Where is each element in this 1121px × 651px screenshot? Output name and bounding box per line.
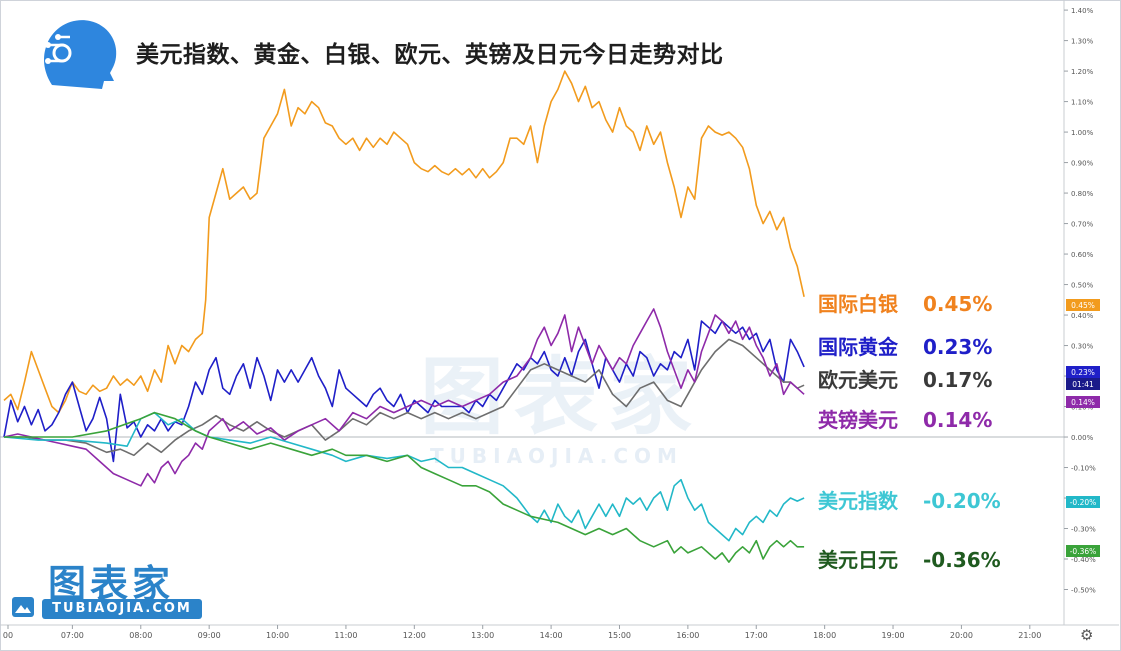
x-tick-label: 07:00	[61, 631, 84, 640]
series-label-name: 美元指数	[818, 489, 898, 513]
x-tick-label: 19:00	[882, 631, 905, 640]
x-tick-label: 00	[3, 631, 13, 640]
y-tick-label: 0.00%	[1071, 434, 1094, 442]
series-line-1	[3, 320, 805, 463]
y-tick-label: 0.50%	[1071, 282, 1094, 290]
series-label-name: 美元日元	[818, 548, 898, 572]
x-tick-label: 11:00	[334, 631, 357, 640]
x-tick-label: 08:00	[129, 631, 152, 640]
x-tick-label: 13:00	[471, 631, 494, 640]
series-line-3	[3, 308, 805, 487]
series-label-value: 0.14%	[923, 408, 993, 432]
y-tick-label: 1.40%	[1071, 7, 1094, 15]
y-tick-label: 0.90%	[1071, 160, 1094, 168]
y-tick-label: 0.40%	[1071, 312, 1094, 320]
series-label-value: 0.23%	[923, 335, 993, 359]
series-label-value: -0.20%	[923, 489, 1001, 513]
value-badge-2	[1066, 378, 1100, 390]
y-tick-label: 1.00%	[1071, 129, 1094, 137]
series-label: 英镑美元 0.14%	[818, 404, 992, 433]
series-label-value: 0.45%	[923, 292, 993, 316]
x-tick-label: 18:00	[813, 631, 836, 640]
x-tick-label: 10:00	[266, 631, 289, 640]
value-badge-text-0: 0.45%	[1071, 301, 1095, 310]
y-tick-label: 1.30%	[1071, 38, 1094, 46]
watermark-subtitle: TUBIAOJIA.COM	[430, 444, 683, 468]
x-tick-label: 09:00	[198, 631, 221, 640]
y-tick-label: 0.60%	[1071, 251, 1094, 259]
y-tick-label: 0.70%	[1071, 221, 1094, 229]
value-badge-1	[1066, 366, 1100, 378]
y-tick-label: 0.80%	[1071, 190, 1094, 198]
brand-name: 图表家	[48, 562, 175, 606]
brand-logo: 图表家 TUBIAOJIA.COM	[12, 553, 204, 621]
y-tick-label: 0.30%	[1071, 343, 1094, 351]
chart-title: 美元指数、黄金、白银、欧元、英镑及日元今日走势对比	[136, 42, 724, 68]
series-label-name: 国际白银	[818, 292, 898, 316]
x-tick-label: 16:00	[676, 631, 699, 640]
robot-head-logo-icon	[44, 20, 117, 90]
value-badge-3	[1066, 396, 1100, 408]
series-line-5	[4, 411, 805, 563]
series-label: 国际白银 0.45%	[818, 288, 992, 317]
y-tick-label: 1.10%	[1071, 99, 1094, 107]
y-tick-label: -0.40%	[1071, 556, 1096, 564]
series-line-4	[3, 411, 805, 542]
series-label: 欧元美元 0.17%	[818, 364, 992, 393]
value-badge-text-3: 0.14%	[1071, 398, 1095, 407]
x-tick-label: 12:00	[403, 631, 426, 640]
series-line-2	[4, 338, 805, 457]
value-badge-text-2: 01:41	[1072, 380, 1094, 389]
series-line-0	[3, 70, 805, 414]
value-badge-text-4: -0.20%	[1070, 498, 1097, 507]
brand-domain: TUBIAOJIA.COM	[42, 599, 202, 619]
x-tick-label: 15:00	[608, 631, 631, 640]
series-label-name: 国际黄金	[818, 335, 898, 359]
watermark: 图表家	[420, 348, 703, 446]
y-tick-label: 1.20%	[1071, 68, 1094, 76]
series-label-name: 英镑美元	[818, 408, 898, 432]
series-label: 美元日元 -0.36%	[818, 544, 1001, 573]
x-tick-label: 17:00	[745, 631, 768, 640]
mountain-icon	[12, 597, 34, 617]
x-tick-label: 20:00	[950, 631, 973, 640]
value-badge-5	[1066, 545, 1100, 557]
y-tick-label: -0.50%	[1071, 587, 1096, 595]
series-label-name: 欧元美元	[818, 368, 898, 392]
x-tick-label: 21:00	[1018, 631, 1041, 640]
value-badge-4	[1066, 496, 1100, 508]
y-tick-label: -0.30%	[1071, 526, 1096, 534]
series-label-value: 0.17%	[923, 368, 993, 392]
series-label: 美元指数 -0.20%	[818, 485, 1001, 514]
series-label: 国际黄金 0.23%	[818, 331, 992, 360]
x-tick-label: 14:00	[540, 631, 563, 640]
gear-icon[interactable]: ⚙	[1080, 626, 1094, 644]
value-badge-text-5: -0.36%	[1070, 547, 1097, 556]
series-label-value: -0.36%	[923, 548, 1001, 572]
value-badge-text-1: 0.23%	[1071, 368, 1095, 377]
y-tick-label: -0.10%	[1071, 465, 1096, 473]
value-badge-0	[1066, 299, 1100, 311]
